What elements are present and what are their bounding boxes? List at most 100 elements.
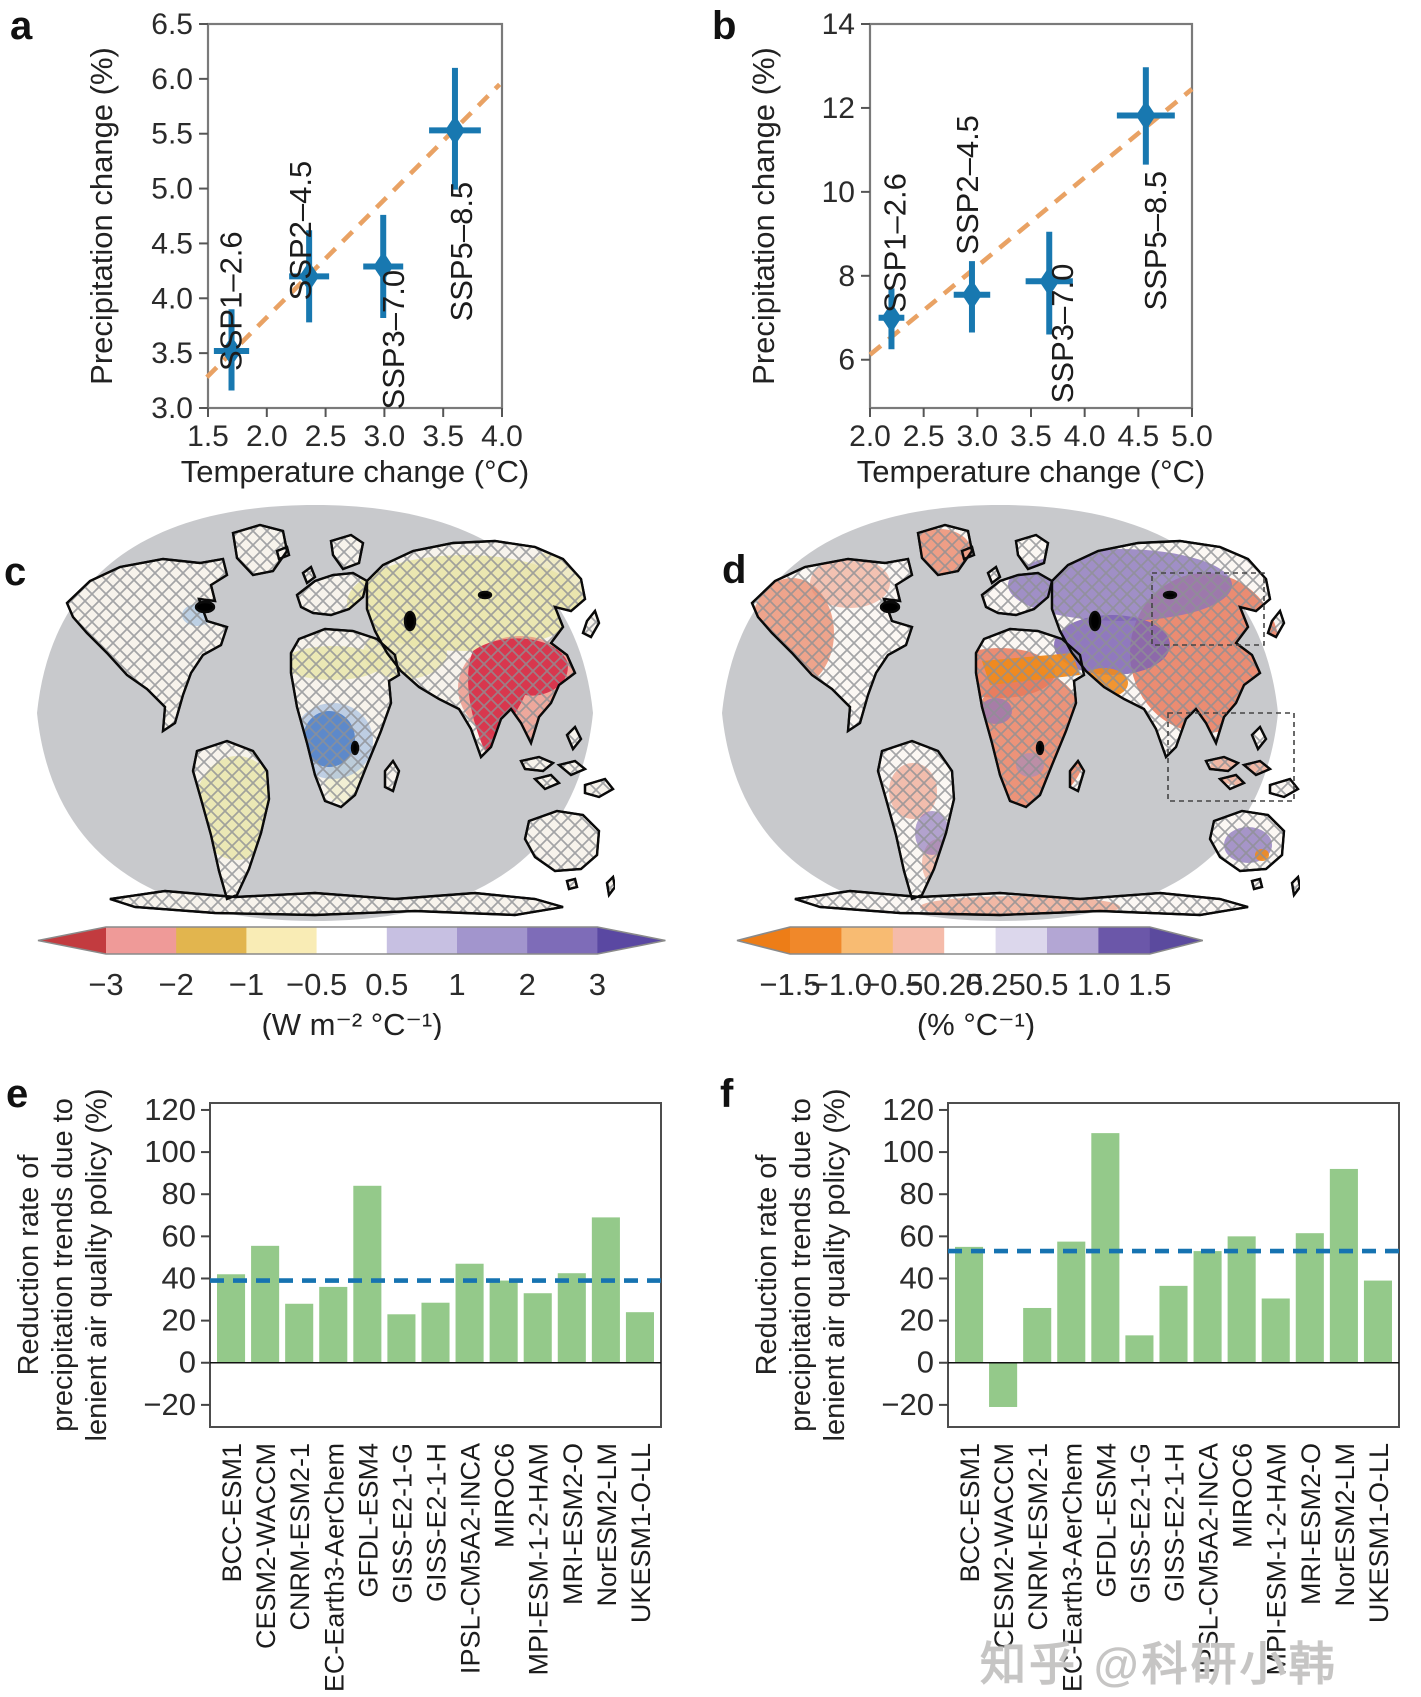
x-tick-label: 3.0 bbox=[364, 420, 406, 453]
bar-ipsl-cm5a2-inca bbox=[1193, 1251, 1222, 1363]
y-tick-label: 20 bbox=[162, 1303, 196, 1338]
model-label: IPSL-CM5A2-INCA bbox=[456, 1443, 486, 1674]
model-label: MIROC6 bbox=[1228, 1443, 1258, 1548]
colorbar-segment bbox=[176, 927, 247, 954]
colorbar-arrow-right bbox=[1149, 927, 1203, 954]
y-tick-label: −20 bbox=[143, 1387, 196, 1422]
x-tick-label: 3.0 bbox=[956, 420, 998, 453]
data-point-ssp5-8-5 bbox=[444, 115, 465, 146]
y-tick-label: 4.5 bbox=[151, 227, 193, 260]
y-tick-label: 6.0 bbox=[151, 63, 193, 96]
bar-ukesm1-o-ll bbox=[1363, 1280, 1392, 1363]
y-axis-label: Precipitation change (%) bbox=[746, 47, 781, 385]
x-tick-label: 2.5 bbox=[903, 420, 945, 453]
y-tick-label: 40 bbox=[900, 1260, 934, 1295]
data-point-ssp2-4-5 bbox=[961, 279, 982, 310]
panel-c-map: −3 −2 −1 −0.5 0.5 1 2 3 (W m⁻² °C⁻¹) bbox=[0, 495, 690, 1040]
x-tick-label: 3.5 bbox=[422, 420, 464, 453]
model-label: MRI-ESM2-O bbox=[558, 1443, 588, 1605]
bar-miroc6 bbox=[1227, 1236, 1256, 1363]
y-tick-label: 5.5 bbox=[151, 118, 193, 151]
y-axis-label-line: Reduction rate of bbox=[751, 1154, 783, 1376]
model-label: MRI-ESM2-O bbox=[1296, 1443, 1326, 1605]
bar-giss-e2-1-h bbox=[421, 1302, 450, 1363]
y-tick-label: 3.5 bbox=[151, 337, 193, 370]
y-axis-label: Precipitation change (%) bbox=[84, 47, 119, 385]
y-tick-label: 120 bbox=[144, 1092, 196, 1127]
y-tick-label: 80 bbox=[900, 1176, 934, 1211]
panel-b-scatter-chart: 2.0 2.5 3.0 3.5 4.0 4.5 5.0 6 8 10 12 14 Temperature… bbox=[746, 8, 1213, 489]
x-axis-label: Temperature change (°C) bbox=[857, 454, 1205, 489]
model-label: GISS-E2-1-H bbox=[422, 1443, 452, 1602]
panel-a-scatter-chart: 1.5 2.0 2.5 3.0 3.5 4.0 3.0 3.5 4.0 4.5 5.0 5.5 6.0 6… bbox=[84, 8, 529, 489]
colorbar-tick-label: 3 bbox=[589, 967, 606, 1002]
colorbar-tick-label: 1.5 bbox=[1128, 967, 1171, 1002]
panel-letter-a: a bbox=[10, 4, 33, 48]
y-tick-label: 6 bbox=[838, 344, 855, 377]
bar-noresm2-lm bbox=[591, 1217, 620, 1363]
data-point-ssp3-7-0 bbox=[373, 251, 394, 282]
scenario-label: SSP1–2.6 bbox=[877, 173, 912, 313]
bar-mri-esm2-o bbox=[1295, 1233, 1324, 1363]
bar-miroc6 bbox=[489, 1280, 518, 1363]
bar-bcc-esm1 bbox=[955, 1246, 984, 1363]
colorbar-segment bbox=[316, 927, 388, 954]
colorbar-c: −3 −2 −1 −0.5 0.5 1 2 3 (W m⁻² °C⁻¹) bbox=[37, 926, 666, 1040]
colorbar-segment bbox=[944, 927, 997, 954]
colorbar-arrow-left bbox=[38, 927, 106, 954]
world-map-precip-sensitivity bbox=[722, 505, 1300, 921]
colorbar-segment bbox=[527, 927, 598, 954]
y-tick-label: −20 bbox=[881, 1387, 934, 1422]
colorbar-segment bbox=[246, 927, 318, 954]
colorbar-segment bbox=[1098, 927, 1151, 954]
bar-cesm2-waccm bbox=[989, 1362, 1018, 1407]
x-axis-label: Temperature change (°C) bbox=[181, 454, 529, 489]
colorbar-tick-label: 1.0 bbox=[1077, 967, 1120, 1002]
y-tick-label: 12 bbox=[822, 92, 855, 125]
y-tick-label: 60 bbox=[900, 1218, 934, 1253]
scenario-label: SSP3–7.0 bbox=[1045, 264, 1080, 404]
x-tick-label: 5.0 bbox=[1171, 420, 1213, 453]
y-axis-label-line: lenient air quality policy (%) bbox=[81, 1089, 113, 1442]
x-tick-label: 4.0 bbox=[1064, 420, 1106, 453]
watermark: 知乎 @科研小韩 bbox=[980, 1638, 1338, 1690]
y-tick-label: 20 bbox=[900, 1303, 934, 1338]
bar-mpi-esm-1-2-ham bbox=[1261, 1298, 1290, 1363]
model-label: MIROC6 bbox=[490, 1443, 520, 1548]
colorbar-segment bbox=[790, 927, 842, 954]
x-tick-label: 3.5 bbox=[1010, 420, 1052, 453]
trend-line bbox=[868, 87, 1194, 357]
x-tick-label: 4.5 bbox=[1117, 420, 1159, 453]
y-axis-label-line: precipitation trends due to bbox=[47, 1098, 79, 1432]
y-axis-label-line: lenient air quality policy (%) bbox=[819, 1089, 851, 1442]
colorbar-outline bbox=[37, 926, 666, 955]
colorbar-segment bbox=[1047, 927, 1099, 954]
model-label: GISS-E2-1-H bbox=[1160, 1443, 1190, 1602]
bar-cesm2-waccm bbox=[251, 1245, 280, 1363]
region-box-maritime-continent bbox=[1167, 712, 1295, 802]
y-tick-label: 0 bbox=[917, 1345, 934, 1380]
model-label: EC-Earth3-AerChem bbox=[1057, 1443, 1087, 1692]
model-label: NorESM2-LM bbox=[1330, 1443, 1360, 1607]
colorbar-arrow-left bbox=[737, 927, 790, 954]
y-tick-label: 100 bbox=[144, 1134, 196, 1169]
scenario-label: SSP5–8.5 bbox=[444, 182, 479, 322]
colorbar-segment bbox=[457, 927, 528, 954]
bar-ec-earth3-aerchem bbox=[1057, 1241, 1086, 1363]
panel-letter-f: f bbox=[720, 1072, 734, 1116]
colorbar-segment bbox=[386, 927, 458, 954]
data-point-ssp3-7-0 bbox=[1039, 266, 1060, 297]
y-tick-label: 6.5 bbox=[151, 8, 193, 41]
data-point-ssp5-8-5 bbox=[1135, 100, 1156, 131]
colorbar-tick-label: −2 bbox=[159, 967, 194, 1002]
colorbar-tick-label: −3 bbox=[88, 967, 123, 1002]
y-tick-label: 14 bbox=[822, 8, 855, 41]
colorbar-tick-label: 2 bbox=[519, 967, 536, 1002]
bar-mpi-esm-1-2-ham bbox=[523, 1293, 552, 1363]
bar-noresm2-lm bbox=[1329, 1168, 1358, 1363]
bar-giss-e2-1-h bbox=[1159, 1285, 1188, 1363]
region-box-east-asia bbox=[1151, 572, 1265, 646]
data-point-ssp1-2-6 bbox=[221, 335, 242, 366]
x-tick-label: 4.0 bbox=[481, 420, 523, 453]
